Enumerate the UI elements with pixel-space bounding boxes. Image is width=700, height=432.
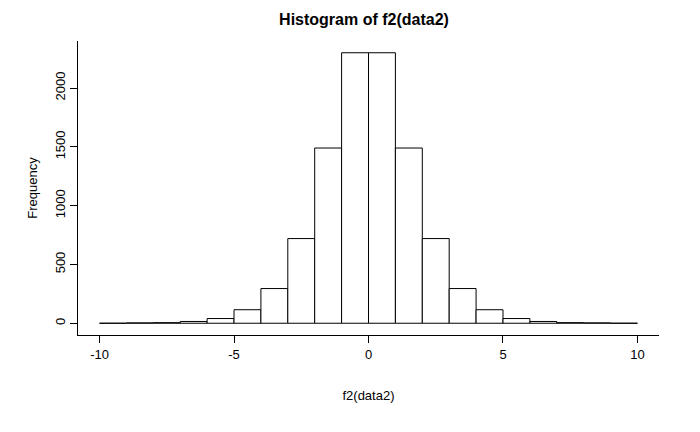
svg-text:f2(data2): f2(data2)	[342, 388, 394, 403]
svg-text:500: 500	[53, 252, 68, 274]
svg-text:1500: 1500	[53, 130, 68, 159]
svg-text:-10: -10	[90, 347, 109, 362]
svg-text:Histogram of f2(data2): Histogram of f2(data2)	[279, 11, 449, 28]
svg-text:-5: -5	[228, 347, 240, 362]
svg-text:1000: 1000	[53, 189, 68, 218]
svg-text:10: 10	[630, 347, 644, 362]
svg-text:0: 0	[53, 318, 68, 325]
svg-text:5: 5	[499, 347, 506, 362]
svg-text:0: 0	[365, 347, 372, 362]
svg-text:Frequency: Frequency	[25, 157, 40, 219]
svg-text:2000: 2000	[53, 72, 68, 101]
